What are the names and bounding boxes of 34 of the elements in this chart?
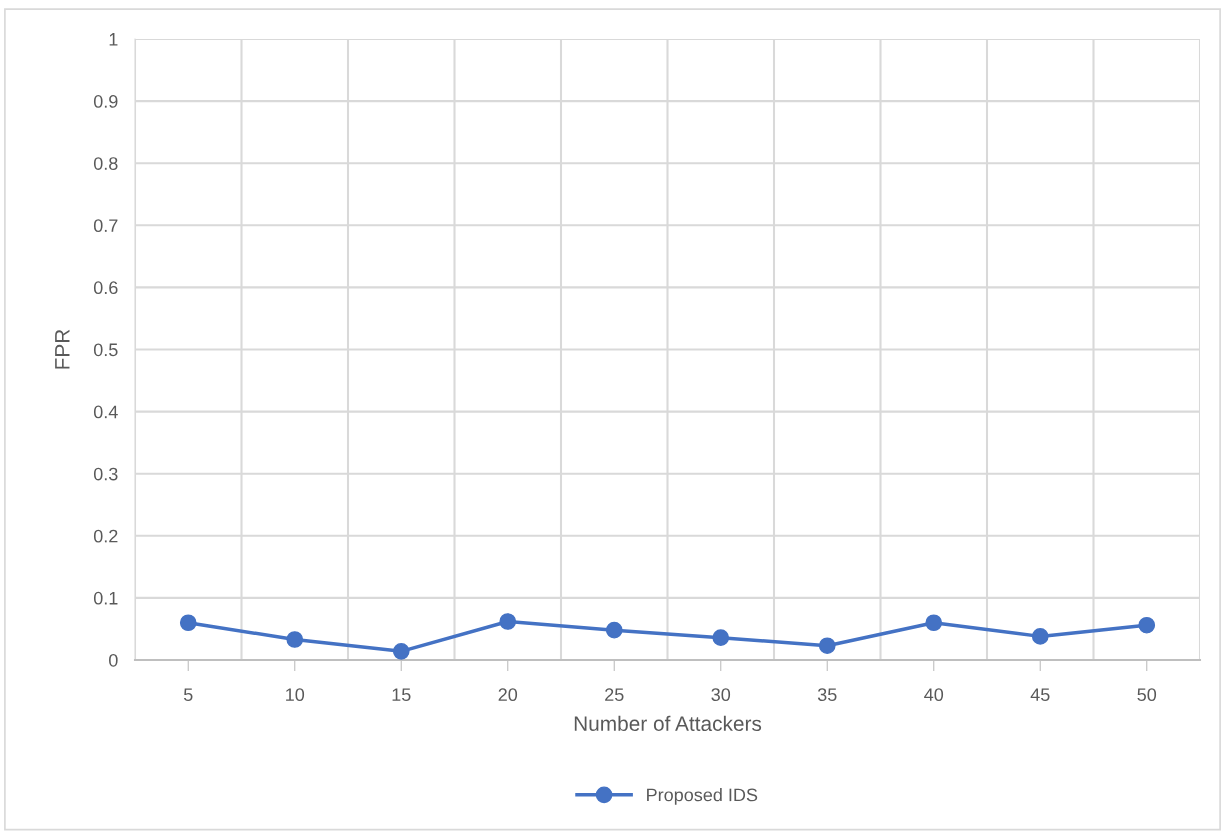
y-axis-title: FPR: [55, 329, 70, 369]
y-tick-label: 0: [109, 653, 118, 667]
legend-label: Proposed IDS: [647, 788, 758, 805]
x-tick-label: 20: [498, 688, 518, 702]
x-tick-label: 45: [1030, 688, 1050, 702]
point: [818, 637, 836, 655]
point: [605, 621, 623, 639]
y-tick-label: 0.3: [93, 467, 118, 481]
point: [499, 613, 517, 630]
point: [712, 629, 730, 646]
x-tick-label: 40: [924, 688, 944, 702]
point: [1031, 628, 1049, 645]
x-tick-label: 10: [286, 688, 305, 702]
y-tick-label: 0.5: [93, 343, 118, 357]
point: [179, 614, 197, 632]
x-tick-label: 5: [183, 688, 193, 702]
y-tick-label: 0.8: [93, 157, 118, 170]
x-axis-title: Number of Attackers: [574, 715, 762, 732]
x-tick-label: 15: [392, 688, 411, 702]
y-tick-label: 1: [109, 33, 118, 46]
point: [1138, 616, 1156, 634]
y-tick-label: 0.6: [93, 281, 118, 295]
point: [286, 631, 304, 648]
point: [392, 642, 410, 660]
y-tick-label: 0.4: [93, 405, 118, 419]
y-tick-label: 0.2: [93, 529, 118, 543]
x-tick-label: 50: [1137, 688, 1157, 702]
x-tick-label: 35: [817, 688, 837, 702]
y-tick-label: 0.1: [93, 591, 118, 605]
x-tick-label: 25: [605, 688, 624, 702]
x-tick-label: 30: [711, 688, 731, 702]
y-tick-label: 0.7: [93, 219, 118, 233]
y-tick-label: 0.9: [93, 95, 118, 108]
point: [925, 614, 943, 632]
